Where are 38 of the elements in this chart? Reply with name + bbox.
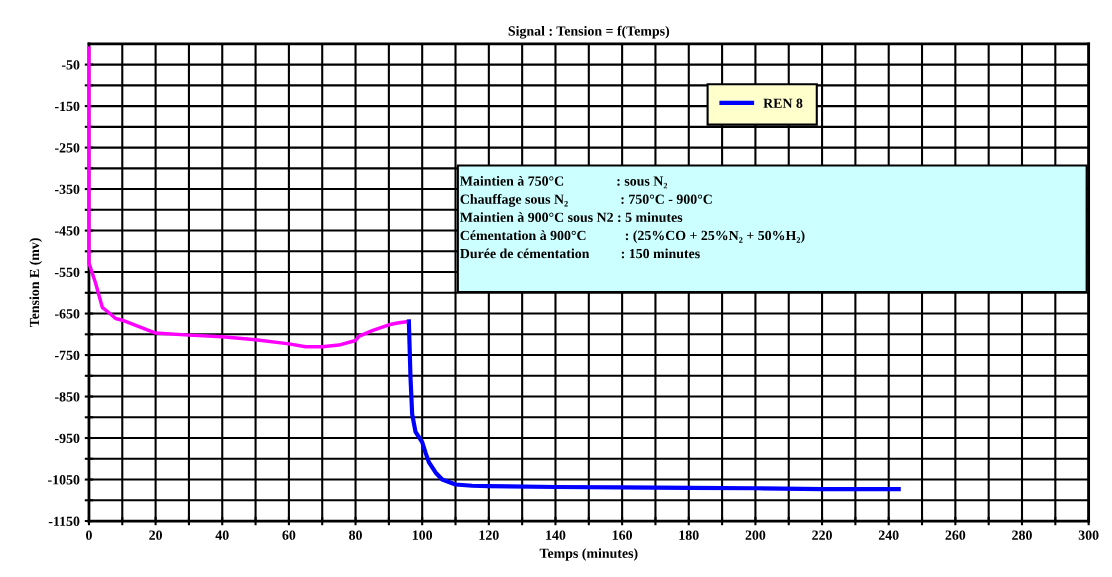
y-tick-label: -150 [54, 101, 80, 112]
x-tick-label: 20 [149, 530, 163, 540]
line-series [406, 319, 901, 492]
legend-label: REN 8 [763, 98, 803, 108]
x-tick-label: 60 [282, 530, 296, 540]
x-tick-label: 300 [1078, 530, 1099, 540]
annotation: Cémentation à 900°C : (25%CO + 25%N₂ + 50%H₂) [460, 230, 805, 243]
x-tick-label: 240 [878, 530, 899, 540]
x-tick-label: 120 [479, 530, 499, 540]
x-tick-label: 160 [612, 530, 633, 540]
x-tick-label: 220 [812, 530, 832, 540]
y-tick-label: -350 [54, 184, 80, 195]
y-axis-title: Tension E (mv) [29, 238, 42, 328]
annotation: Maintien à 900°C sous N2 : 5 minutes [460, 212, 683, 223]
x-tick-label: 200 [745, 530, 766, 540]
x-tick-label: 40 [215, 530, 229, 540]
x-tick-label: 260 [945, 530, 966, 540]
x-tick-label: 100 [412, 530, 433, 540]
chart-title: Signal : Tension = f(Temps) [508, 25, 670, 39]
x-tick-label: 80 [349, 530, 362, 540]
y-tick-label: -450 [54, 226, 80, 236]
y-tick-label: -50 [61, 60, 80, 70]
x-tick-label: 0 [86, 530, 92, 540]
y-tick-label: -950 [54, 433, 80, 443]
y-tick-label: -250 [54, 143, 80, 153]
x-axis-title: Temps (minutes) [539, 548, 638, 561]
annotation: Chauffage sous N₂ : 750°C - 900°C [460, 193, 712, 207]
y-tick-label: -1050 [48, 475, 80, 485]
x-tick-label: 140 [546, 530, 566, 540]
x-tick-label: 180 [679, 530, 699, 540]
x-tick-label: 280 [1012, 530, 1032, 540]
y-tick-label: -750 [54, 350, 80, 361]
annotation: Maintien à 750°C : sous N₂ [460, 175, 668, 189]
annotation: Durée de cémentation : 150 minutes [460, 248, 700, 259]
y-tick-label: -850 [54, 392, 80, 402]
y-tick-label: -550 [54, 267, 80, 278]
y-tick-label: -1150 [48, 516, 80, 526]
y-tick-label: -650 [54, 309, 80, 319]
